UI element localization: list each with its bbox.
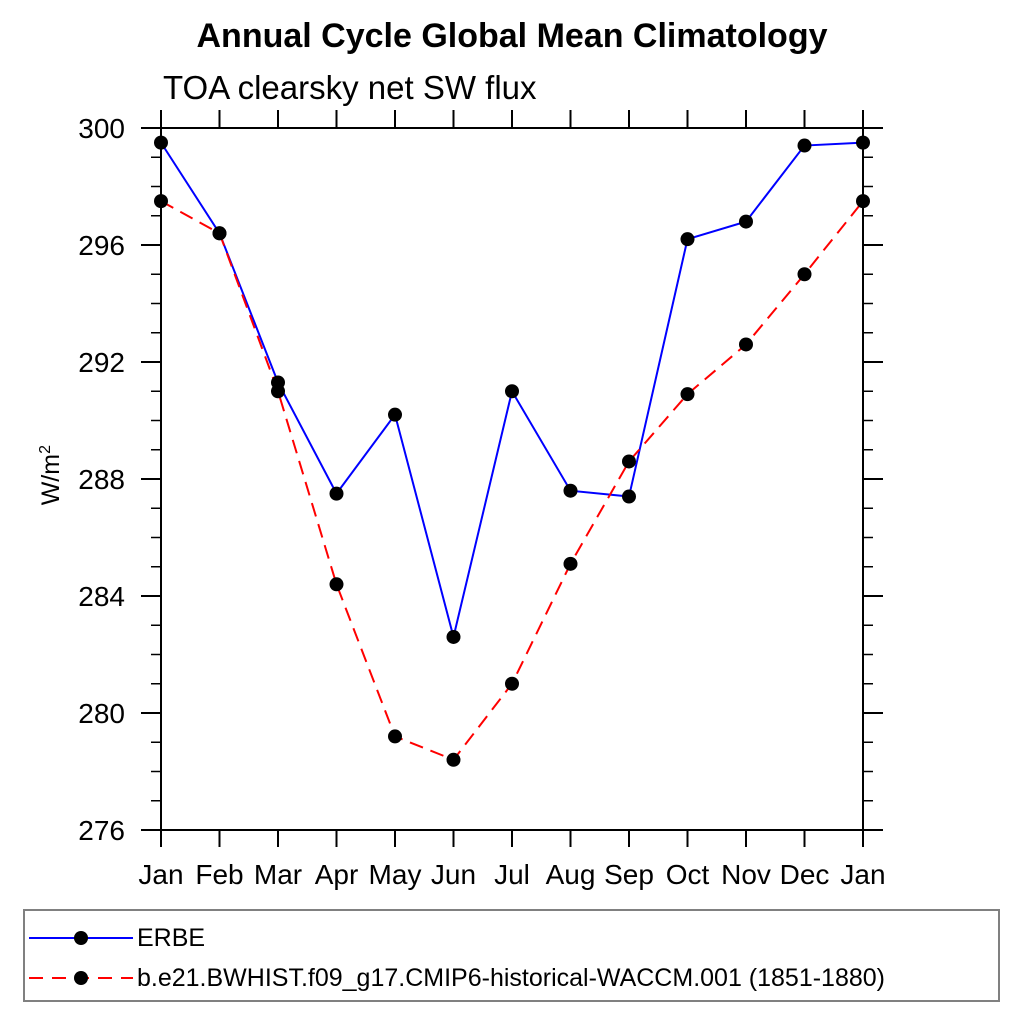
legend-item-0: ERBE — [29, 924, 205, 952]
x-tick-label: Jun — [431, 859, 476, 890]
y-tick-label: 280 — [78, 698, 125, 729]
chart-title: Annual Cycle Global Mean Climatology — [196, 17, 828, 55]
x-tick-label: Feb — [195, 859, 243, 890]
x-tick-label: Sep — [604, 859, 654, 890]
x-tick-label: Jan — [840, 859, 885, 890]
data-point-series-1 — [856, 194, 870, 209]
y-tick-label: 288 — [78, 464, 125, 495]
x-tick-label: May — [369, 859, 422, 890]
y-tick-label: 296 — [78, 230, 125, 261]
data-point-series-0 — [856, 135, 870, 150]
x-tick-label: Jan — [138, 859, 183, 890]
y-tick-label: 292 — [78, 347, 125, 378]
data-point-series-0 — [154, 135, 168, 150]
data-point-series-0 — [563, 483, 578, 498]
data-point-series-0 — [622, 489, 636, 504]
data-point-series-1 — [505, 676, 519, 691]
y-tick-label: 276 — [78, 815, 125, 846]
x-tick-label: Aug — [546, 859, 596, 890]
data-point-series-1 — [680, 387, 695, 402]
x-tick-label: Jul — [494, 859, 530, 890]
data-point-series-1 — [622, 454, 636, 469]
x-tick-label: Nov — [721, 859, 771, 890]
x-tick-label: Mar — [254, 859, 302, 890]
data-point-series-1 — [212, 226, 227, 241]
data-point-series-0 — [739, 214, 753, 229]
legend-line-sample — [29, 971, 133, 985]
legend-sample-marker — [74, 931, 88, 945]
data-point-series-0 — [680, 232, 695, 247]
data-point-series-1 — [329, 577, 344, 592]
legend-sample-marker — [74, 971, 88, 985]
plot-frame — [160, 127, 864, 831]
data-point-series-1 — [154, 194, 168, 209]
data-point-series-0 — [797, 138, 812, 153]
legend-label: b.e21.BWHIST.f09_g17.CMIP6-historical-WA… — [137, 963, 885, 992]
legend-line-sample — [29, 931, 133, 945]
x-tick-label: Dec — [780, 859, 830, 890]
chart-subtitle: TOA clearsky net SW flux — [163, 69, 537, 106]
legend-label: ERBE — [137, 923, 206, 952]
data-point-series-1 — [797, 267, 812, 282]
data-point-series-1 — [446, 752, 461, 767]
y-tick-label: 300 — [78, 113, 125, 144]
data-point-series-0 — [505, 384, 519, 399]
series-line-1 — [160, 200, 864, 762]
legend-box: ERBE b.e21.BWHIST.f09_g17.CMIP6-historica… — [23, 909, 1000, 1002]
data-point-series-0 — [329, 486, 344, 501]
data-point-series-1 — [739, 337, 753, 352]
x-tick-label: Oct — [666, 859, 710, 890]
data-point-series-0 — [388, 407, 402, 422]
data-point-series-1 — [271, 384, 285, 399]
y-tick-label: 284 — [78, 581, 125, 612]
x-tick-label: Apr — [315, 859, 359, 890]
data-point-series-1 — [563, 556, 578, 571]
legend-item-1: b.e21.BWHIST.f09_g17.CMIP6-historical-WA… — [29, 964, 885, 992]
data-point-series-0 — [446, 629, 461, 644]
data-point-series-1 — [388, 729, 402, 744]
